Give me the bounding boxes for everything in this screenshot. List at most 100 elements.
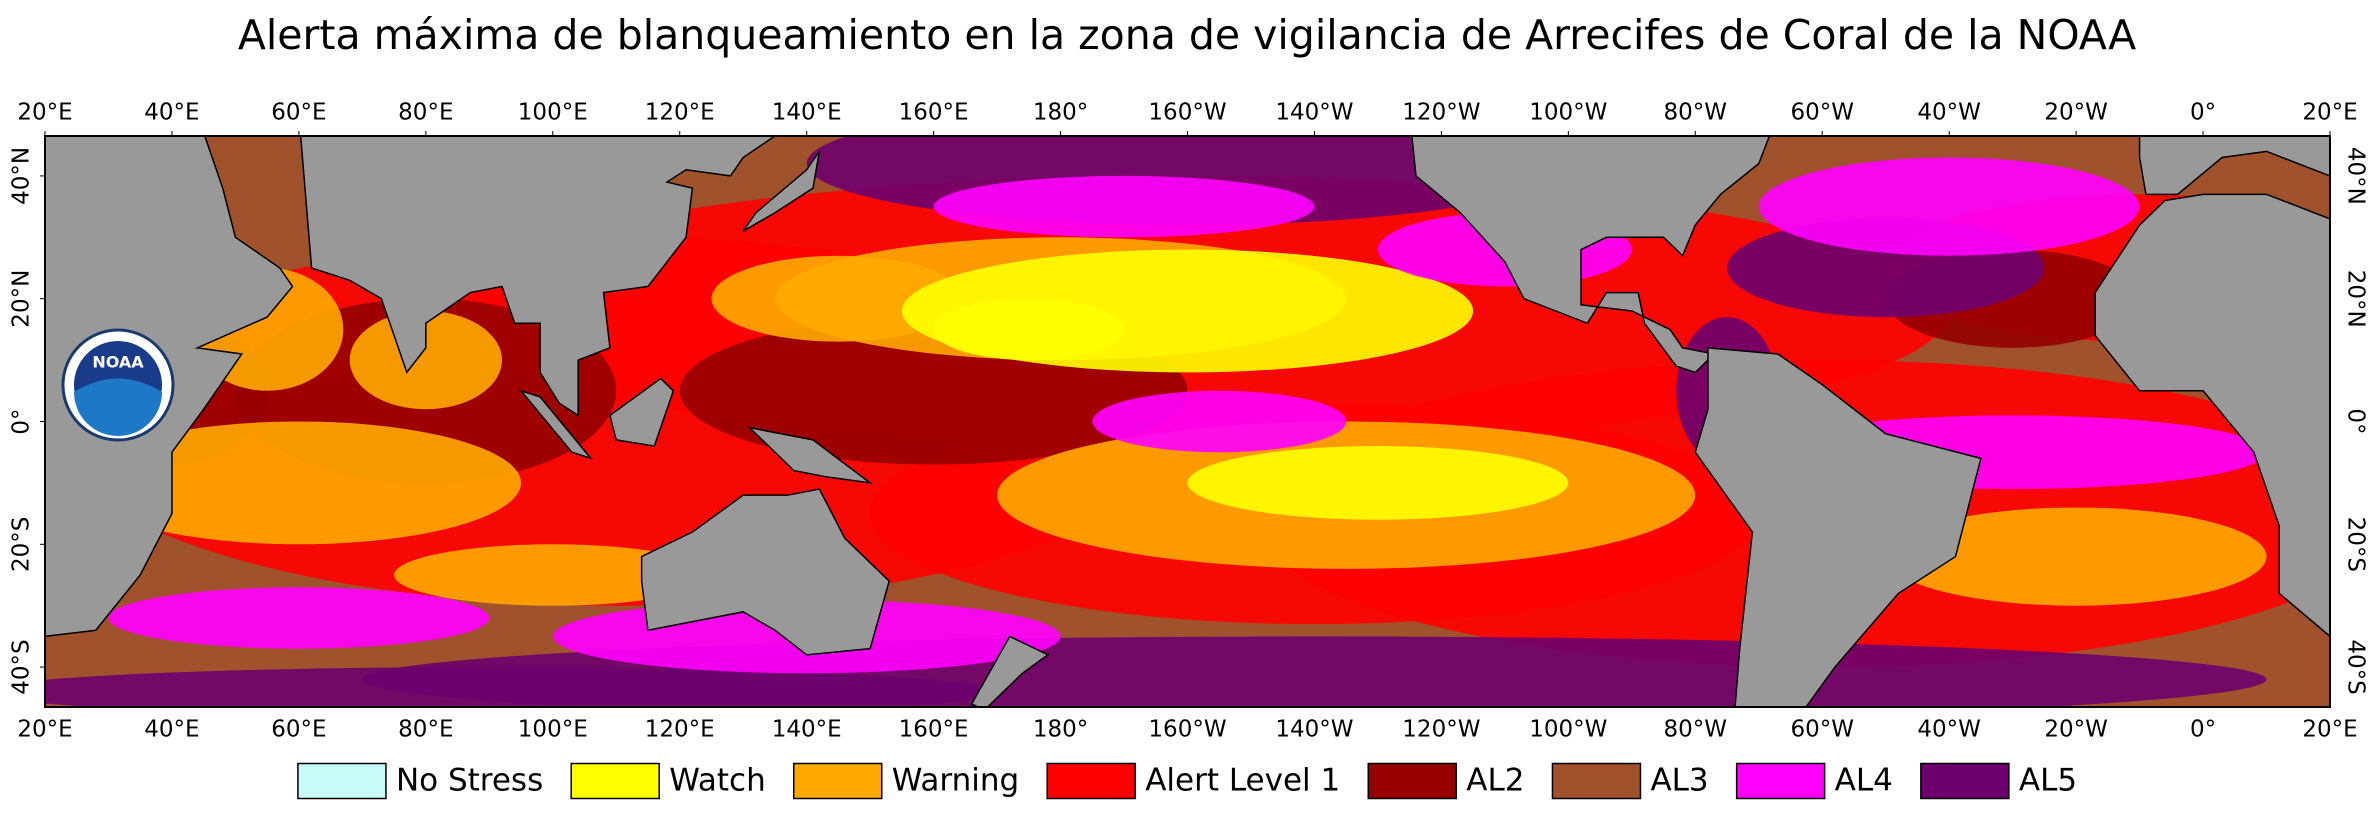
lon-tick-label-top: 120°E	[645, 100, 715, 126]
lon-tick-label-top: 0°	[2190, 100, 2216, 126]
legend-item: Alert Level 1	[1046, 762, 1340, 800]
legend-swatch	[1735, 762, 1826, 800]
lon-tick-label-bottom: 100°E	[518, 717, 588, 743]
lon-tick-label-bottom: 40°E	[144, 717, 199, 743]
lon-tick-label-top: 60°W	[1790, 100, 1854, 126]
alert-patch	[349, 310, 502, 410]
lon-tick-label-bottom: 60°E	[271, 717, 326, 743]
lat-tick-label-right: 20°S	[2343, 517, 2369, 572]
legend-label: AL5	[2019, 763, 2077, 799]
legend-label: AL2	[1466, 763, 1524, 799]
alert-patch	[1758, 157, 2140, 256]
landmass	[2094, 193, 2330, 638]
legend-label: AL3	[1650, 763, 1708, 799]
landmass	[970, 635, 1050, 707]
legend-label: Watch	[669, 763, 766, 799]
legend: No Stress Watch Warning Alert Level 1 AL2 AL3…	[297, 762, 2077, 800]
lon-tick-label-top: 20°W	[2044, 100, 2108, 126]
lat-tick-label-right: 20°N	[2343, 270, 2369, 328]
alert-patch	[1092, 390, 1347, 453]
lat-tick-label-right: 0°	[2343, 408, 2369, 434]
legend-label: Warning	[892, 763, 1019, 799]
lon-tick-label-top: 120°W	[1402, 100, 1480, 126]
lat-tick-label-right: 40°N	[2343, 147, 2369, 205]
lat-tick-label-left: 20°S	[9, 517, 35, 572]
alert-patch	[108, 587, 490, 649]
lat-tick-label-right: 40°S	[2343, 639, 2369, 694]
landmass	[2138, 136, 2330, 196]
alert-patch	[76, 421, 522, 545]
legend-swatch	[1046, 762, 1136, 800]
lon-tick-label-bottom: 40°W	[1917, 717, 1981, 743]
alert-patch	[933, 175, 1315, 238]
lon-tick-label-top: 20°E	[17, 100, 72, 126]
lon-tick-label-bottom: 20°W	[2044, 717, 2108, 743]
logo-wave	[74, 378, 162, 436]
lon-tick-label-top: 40°W	[1917, 100, 1981, 126]
legend-item: AL5	[1920, 762, 2077, 800]
map-title: Alerta máxima de blanqueamiento en la zo…	[238, 11, 2136, 59]
lon-tick-label-top: 20°E	[2302, 100, 2357, 126]
landmass	[742, 150, 821, 232]
legend-swatch	[1367, 762, 1457, 800]
lon-tick-label-top: 100°E	[518, 100, 588, 126]
legend-item: AL4	[1735, 762, 1893, 800]
alert-patch	[45, 667, 997, 707]
lon-tick-label-bottom: 140°W	[1275, 717, 1353, 743]
legend-swatch	[792, 762, 883, 800]
lon-tick-label-top: 160°W	[1148, 100, 1226, 126]
lon-tick-label-top: 140°W	[1275, 100, 1353, 126]
axes: 20°E 20°E 40°E 40°E 60°E 60°E 80°E 80°E 100°E 100…	[9, 100, 2369, 743]
legend-swatch	[1920, 762, 2010, 800]
lon-tick-label-top: 80°E	[398, 100, 453, 126]
legend-item: Warning	[792, 762, 1019, 800]
lat-tick-label-left: 20°N	[9, 270, 35, 328]
landmass	[1411, 136, 1771, 374]
lon-tick-label-bottom: 20°E	[17, 717, 72, 743]
alert-patch	[394, 544, 712, 606]
alert-patch	[933, 298, 1125, 361]
lon-tick-label-bottom: 120°E	[645, 717, 715, 743]
lon-tick-label-top: 100°W	[1529, 100, 1607, 126]
lon-tick-label-bottom: 80°W	[1664, 717, 1728, 743]
lat-tick-label-left: 40°S	[9, 639, 35, 694]
logo-text: NOAA	[92, 353, 144, 372]
noaa-logo: NOAA	[61, 328, 175, 442]
legend-swatch	[570, 762, 660, 800]
landmass	[609, 377, 675, 447]
lon-tick-label-bottom: 80°E	[398, 717, 453, 743]
legend-item: AL2	[1367, 762, 1524, 800]
lon-tick-label-bottom: 100°W	[1529, 717, 1607, 743]
lon-tick-label-bottom: 120°W	[1402, 717, 1480, 743]
landmass	[518, 389, 594, 460]
alert-patch	[1187, 446, 1569, 520]
lon-tick-label-bottom: 0°	[2190, 717, 2216, 743]
alert-patch	[711, 255, 966, 342]
lon-tick-label-top: 140°E	[772, 100, 842, 126]
landmass	[1694, 347, 1982, 707]
landmass	[640, 488, 891, 656]
legend-item: Watch	[570, 762, 766, 800]
lat-tick-label-left: 0°	[9, 408, 35, 434]
lon-tick-label-top: 180°	[1033, 100, 1088, 126]
lon-tick-label-bottom: 140°E	[772, 717, 842, 743]
lon-tick-label-top: 160°E	[899, 100, 969, 126]
legend-label: Alert Level 1	[1145, 763, 1340, 799]
legend-swatch	[297, 762, 387, 800]
legend-label: No Stress	[396, 763, 543, 799]
legend-label: AL4	[1835, 763, 1893, 799]
lon-tick-label-bottom: 180°	[1033, 717, 1088, 743]
legend-item: AL3	[1551, 762, 1709, 800]
alert-patch	[1885, 507, 2267, 606]
landmass	[747, 426, 873, 485]
landmass	[299, 136, 777, 417]
legend-swatch	[1551, 762, 1642, 800]
lon-tick-label-bottom: 160°W	[1148, 717, 1226, 743]
legend-item: No Stress	[297, 762, 543, 800]
lon-tick-label-bottom: 20°E	[2302, 717, 2357, 743]
lat-tick-label-left: 40°N	[9, 147, 35, 205]
lon-tick-label-bottom: 60°W	[1790, 717, 1854, 743]
lon-tick-label-top: 80°W	[1664, 100, 1728, 126]
lon-tick-label-top: 40°E	[144, 100, 199, 126]
